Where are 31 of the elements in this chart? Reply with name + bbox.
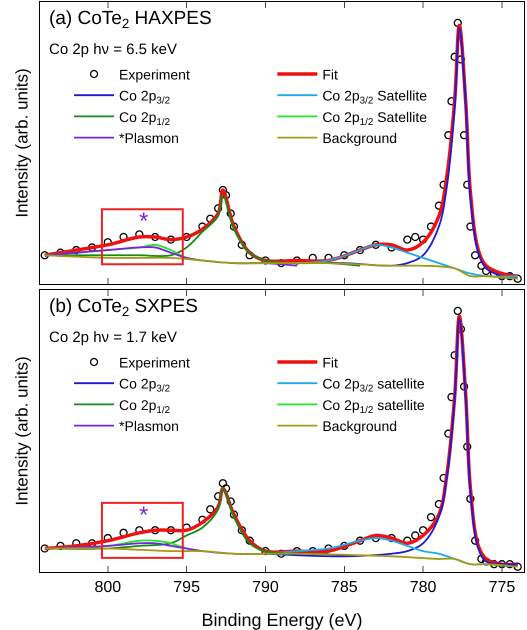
legend-label: *Plasmon <box>119 418 179 434</box>
legend-label: Co 2p$_{1/2}$ Satellite <box>322 108 428 128</box>
x-axis-title: Binding Energy (eV) <box>201 610 363 630</box>
y-axis-title: Intensity (arb. units) <box>12 356 32 506</box>
annotation: * <box>139 208 148 235</box>
legend-label: Co 2p$_{3/2}$ Satellite <box>322 88 428 107</box>
x-tick-label: 785 <box>330 579 358 596</box>
annotation: * <box>139 502 148 529</box>
text: Co 2p hν = 6.5 keV <box>49 41 177 58</box>
x-tick-label: 775 <box>488 579 516 596</box>
legend-label: Background <box>322 130 398 146</box>
legend-label: Co 2p$_{3/2}$ <box>119 376 170 395</box>
y-axis-title: Intensity (arb. units) <box>12 68 32 218</box>
legend-label: Experiment <box>119 354 190 370</box>
text: Co 2p hν = 1.7 keV <box>49 329 177 346</box>
legend-label: Co 2p$_{3/2}$ satellite <box>322 376 425 395</box>
x-tick-label: 800 <box>94 579 122 596</box>
x-tick-label: 795 <box>173 579 200 596</box>
legend-label: Experiment <box>119 66 190 82</box>
legend-label: Co 2p$_{1/2}$ <box>119 396 170 416</box>
x-tick-label: 780 <box>410 579 437 596</box>
legend-label: Co 2p$_{1/2}$ <box>119 108 170 128</box>
legend-label: Co 2p$_{1/2}$ satellite <box>322 396 425 416</box>
chart-title: (a) CoTe$_{2}$ HAXPES <box>49 8 212 31</box>
legend-label: Fit <box>322 66 338 82</box>
legend-label: Fit <box>322 354 338 370</box>
x-tick-label: 790 <box>252 579 279 596</box>
chart-title: (b) CoTe$_{2}$ SXPES <box>49 296 198 319</box>
legend-label: Background <box>322 418 398 434</box>
legend-label: *Plasmon <box>119 130 179 146</box>
legend-label: Co 2p$_{3/2}$ <box>119 88 170 107</box>
